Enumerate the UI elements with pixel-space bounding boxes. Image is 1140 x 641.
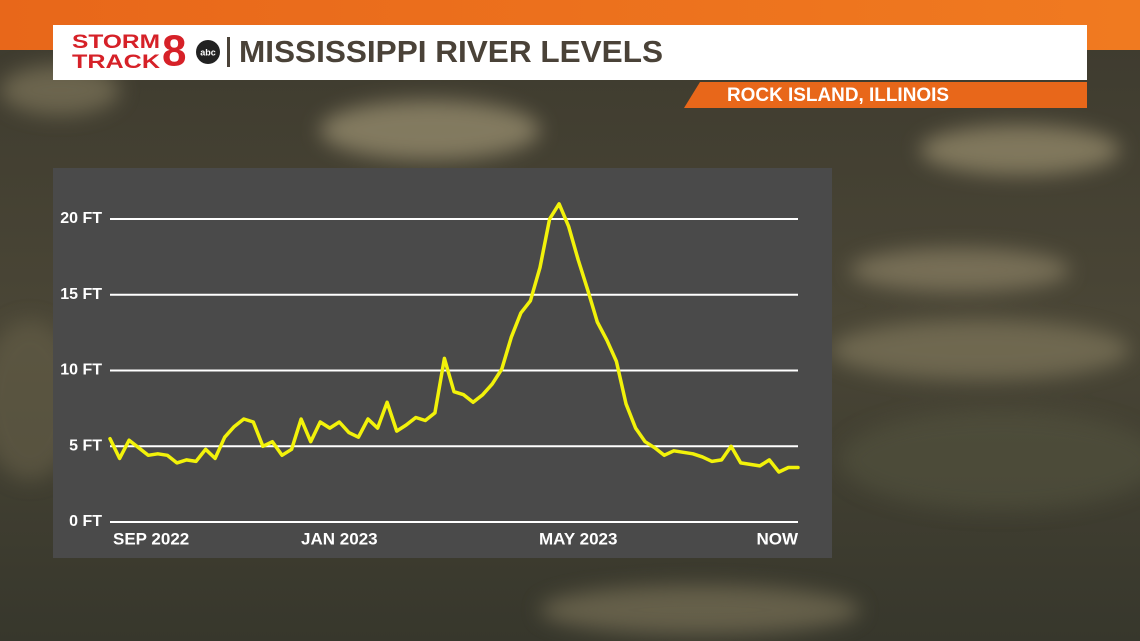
y-tick-label: 20 FT	[60, 210, 102, 227]
chart-title: MISSISSIPPI RIVER LEVELS	[239, 34, 663, 69]
y-tick-label: 5 FT	[69, 437, 102, 454]
subtitle-tab	[684, 82, 1087, 108]
logo-line2: TRACK	[72, 52, 160, 73]
divider	[227, 37, 230, 67]
logo-line1: STORM	[72, 32, 160, 53]
water-texture	[0, 65, 1140, 635]
y-tick-label: 0 FT	[69, 513, 102, 530]
x-tick-label: MAY 2023	[539, 529, 617, 548]
logo-network: abc	[200, 47, 216, 57]
chart-subtitle: ROCK ISLAND, ILLINOIS	[727, 85, 949, 106]
logo-number: 8	[162, 27, 186, 76]
x-tick-label: NOW	[756, 529, 799, 548]
y-tick-label: 10 FT	[60, 362, 102, 379]
logo-network-badge	[196, 40, 220, 64]
y-tick-label: 15 FT	[60, 286, 102, 303]
x-tick-label: SEP 2022	[113, 529, 189, 548]
header-box	[53, 25, 1087, 80]
x-tick-label: JAN 2023	[301, 529, 378, 548]
river-level-line	[108, 202, 800, 474]
